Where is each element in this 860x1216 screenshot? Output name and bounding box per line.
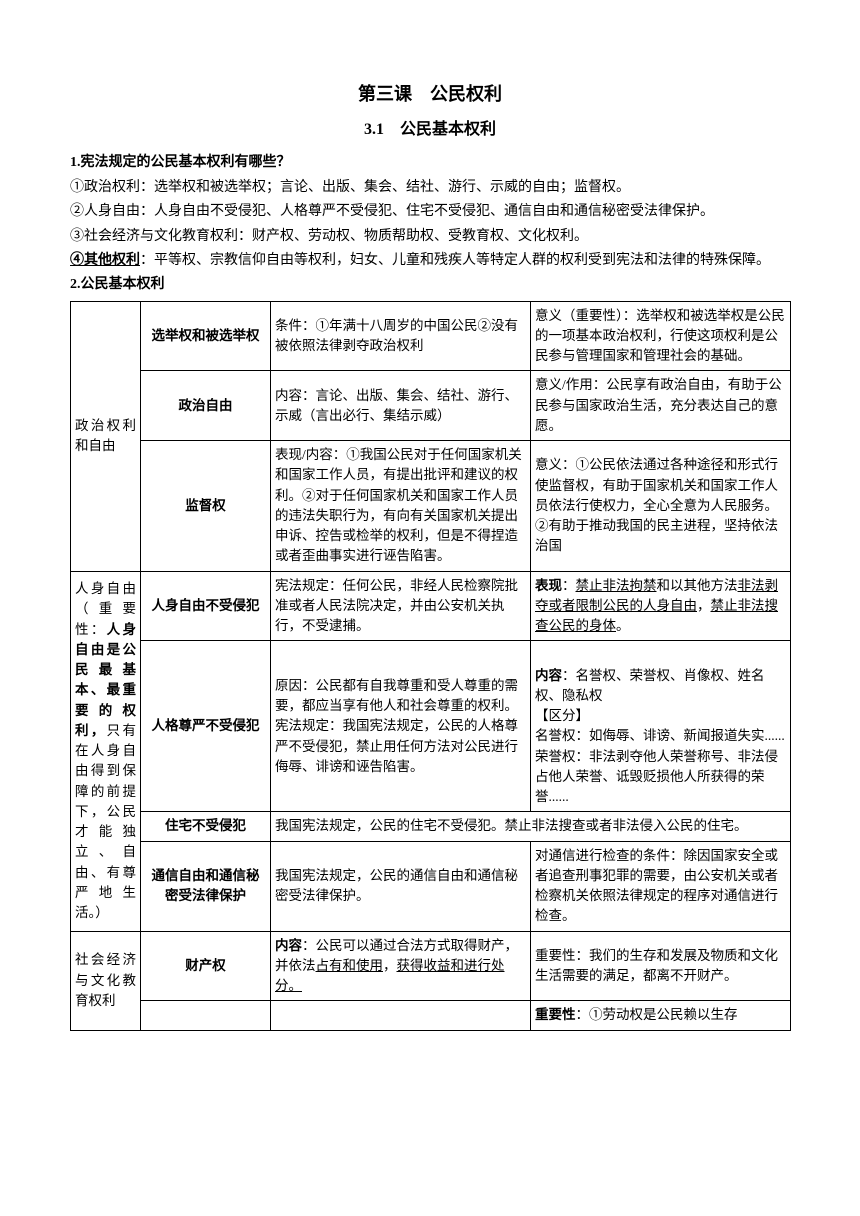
right-name: 人格尊严不受侵犯 [141, 641, 271, 812]
right-meaning: 意义：①公民依法通过各种途径和形式行使监督权，有助于国家机关和国家工作人员依法行… [531, 441, 791, 572]
q1-line-4-rest: ：平等权、宗教信仰自由等权利，妇女、儿童和残疾人等特定人群的权利受到宪法和法律的… [140, 253, 770, 268]
r8-label: 内容 [275, 938, 302, 953]
r4-label: 表现 [535, 578, 562, 593]
table-row: 社会经济与文化教育权利 财产权 内容：公民可以通过合法方式取得财产，并依法占有和… [71, 931, 791, 1001]
table-row: 监督权 表现/内容：①我国公民对于任何国家机关和国家工作人员，有提出批评和建议的… [71, 441, 791, 572]
r5-body: ：名誉权、荣誉权、肖像权、姓名权、隐私权 【区分】 名誉权：如侮辱、诽谤、新闻报… [535, 668, 785, 805]
table-row: 住宅不受侵犯 我国宪法规定，公民的住宅不受侵犯。禁止非法搜查或者非法侵入公民的住… [71, 812, 791, 841]
right-meaning: 对通信进行检查的条件：除因国家安全或者追查刑事犯罪的需要，由公安机关或者检察机关… [531, 841, 791, 931]
category-economic-cultural: 社会经济与文化教育权利 [71, 931, 141, 1030]
r4-t1: 和以其他方法 [657, 578, 738, 593]
r5-label: 内容 [535, 668, 562, 683]
right-desc: 我国宪法规定，公民的通信自由和通信秘密受法律保护。 [271, 841, 531, 931]
q1-line-1: ①政治权利：选举权和被选举权；言论、出版、集会、结社、游行、示威的自由；监督权。 [70, 177, 790, 199]
table-row: 通信自由和通信秘密受法律保护 我国宪法规定，公民的通信自由和通信秘密受法律保护。… [71, 841, 791, 931]
right-name-empty [141, 1001, 271, 1030]
cat2-part-b: 人身自由是公民最基本、最重要的权利， [75, 622, 136, 738]
right-name: 住宅不受侵犯 [141, 812, 271, 841]
r8-u1: 占有和使用 [316, 958, 384, 973]
right-name: 选举权和被选举权 [141, 301, 271, 371]
r4-t2: ， [697, 598, 711, 613]
q1-line-2: ②人身自由：人身自由不受侵犯、人格尊严不受侵犯、住宅不受侵犯、通信自由和通信秘密… [70, 201, 790, 223]
category-political: 政治权利和自由 [71, 301, 141, 571]
table-row: 重要性：①劳动权是公民赖以生存 [71, 1001, 791, 1030]
right-desc: 我国宪法规定，公民的住宅不受侵犯。禁止非法搜查或者非法侵入公民的住宅。 [271, 812, 791, 841]
right-meaning: 重要性：我们的生存和发展及物质和文化生活需要的满足，都离不开财产。 [531, 931, 791, 1001]
q1-line-4: ④其他权利：平等权、宗教信仰自由等权利，妇女、儿童和残疾人等特定人群的权利受到宪… [70, 250, 790, 272]
rights-table: 政治权利和自由 选举权和被选举权 条件：①年满十八周岁的中国公民②没有被依照法律… [70, 301, 791, 1031]
right-desc: 内容：公民可以通过合法方式取得财产，并依法占有和使用，获得收益和进行处分。 [271, 931, 531, 1001]
table-row: 人格尊严不受侵犯 原因：公民都有自我尊重和受人尊重的需要，都应当享有他人和社会尊… [71, 641, 791, 812]
r8-t2: ， [383, 958, 397, 973]
right-name: 人身自由不受侵犯 [141, 571, 271, 641]
lesson-title: 第三课 公民权利 [70, 80, 790, 109]
r9-body: ：①劳动权是公民赖以生存 [576, 1007, 738, 1022]
r9-label: 重要性 [535, 1007, 576, 1022]
section-title: 3.1 公民基本权利 [70, 117, 790, 143]
right-desc: 内容：言论、出版、集会、结社、游行、示威（言出必行、集结示威） [271, 371, 531, 441]
right-meaning: 意义/作用：公民享有政治自由，有助于公民参与国家政治生活，充分表达自己的意愿。 [531, 371, 791, 441]
right-meaning: 意义（重要性）：选举权和被选举权是公民的一项基本政治权利，行使这项权利是公民参与… [531, 301, 791, 371]
right-desc: 宪法规定：任何公民，非经人民检察院批准或者人民法院决定，并由公安机关执行，不受逮… [271, 571, 531, 641]
right-name: 通信自由和通信秘密受法律保护 [141, 841, 271, 931]
r4-t3: 。 [616, 618, 630, 633]
right-meaning: 重要性：①劳动权是公民赖以生存 [531, 1001, 791, 1030]
question-1-heading: 1.宪法规定的公民基本权利有哪些？ [70, 152, 790, 174]
q1-line-3: ③社会经济与文化教育权利：财产权、劳动权、物质帮助权、受教育权、文化权利。 [70, 226, 790, 248]
right-desc: 原因：公民都有自我尊重和受人尊重的需要，都应当享有他人和社会尊重的权利。 宪法规… [271, 641, 531, 812]
right-desc: 表现/内容：①我国公民对于任何国家机关和国家工作人员，有提出批评和建议的权利。②… [271, 441, 531, 572]
r4-sep: ： [562, 578, 576, 593]
right-desc: 条件：①年满十八周岁的中国公民②没有被依照法律剥夺政治权利 [271, 301, 531, 371]
right-meaning: 表现：禁止非法拘禁和以其他方法非法剥夺或者限制公民的人身自由，禁止非法搜查公民的… [531, 571, 791, 641]
right-name: 财产权 [141, 931, 271, 1001]
right-desc-empty [271, 1001, 531, 1030]
category-personal-freedom: 人身自由（重要性：人身自由是公民最基本、最重要的权利，只有在人身自由得到保障的前… [71, 571, 141, 931]
r4-u1: 禁止非法拘禁 [576, 578, 657, 593]
right-name: 监督权 [141, 441, 271, 572]
table-row: 政治权利和自由 选举权和被选举权 条件：①年满十八周岁的中国公民②没有被依照法律… [71, 301, 791, 371]
question-2-heading: 2.公民基本权利 [70, 274, 790, 296]
cat2-part-c: 只有在人身自由得到保障的前提下，公民才能独立、自由、有尊严地生活。） [75, 723, 136, 920]
right-meaning: 内容：名誉权、荣誉权、肖像权、姓名权、隐私权 【区分】 名誉权：如侮辱、诽谤、新… [531, 641, 791, 812]
right-name: 政治自由 [141, 371, 271, 441]
table-row: 政治自由 内容：言论、出版、集会、结社、游行、示威（言出必行、集结示威） 意义/… [71, 371, 791, 441]
q1-line-4-lead: ④其他权利 [70, 253, 140, 268]
table-row: 人身自由（重要性：人身自由是公民最基本、最重要的权利，只有在人身自由得到保障的前… [71, 571, 791, 641]
